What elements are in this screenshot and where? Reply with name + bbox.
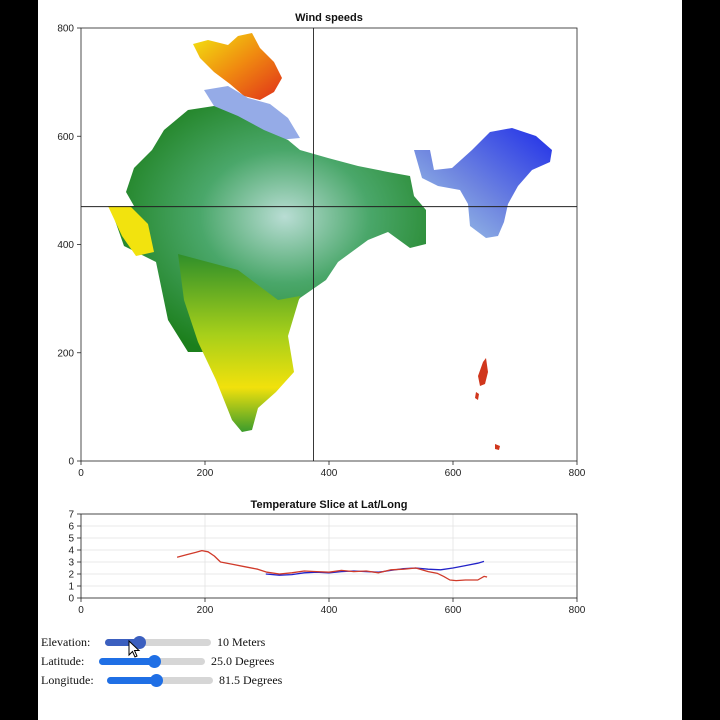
latitude-slider-thumb[interactable] — [148, 654, 162, 668]
map-x-tick-label: 600 — [445, 468, 462, 479]
elevation-control: Elevation: 10 Meters — [41, 633, 265, 651]
latitude-control: Latitude: 25.0 Degrees — [41, 652, 274, 670]
longitude-slider-fill — [107, 676, 156, 684]
line-y-tick-label: 6 — [68, 522, 74, 533]
mouse-cursor-icon — [128, 640, 141, 658]
latitude-label: Latitude: — [41, 653, 85, 668]
temperature-slice-chart: Temperature Slice at Lat/Long 0 200 400 600… — [68, 499, 585, 617]
line-x-tick-label: 0 — [78, 605, 84, 616]
map-y-tick-label: 200 — [57, 348, 74, 359]
latitude-slider[interactable] — [99, 654, 205, 668]
map-x-tick-label: 0 — [78, 468, 84, 479]
map-title: Wind speeds — [295, 12, 363, 24]
latitude-slider-fill — [99, 657, 155, 665]
map-x-tick-label: 200 — [197, 468, 214, 479]
map-x-tick-label: 400 — [321, 468, 338, 479]
line-y-tick-label: 3 — [68, 558, 74, 569]
map-region-north — [193, 33, 282, 100]
crosshair — [81, 28, 577, 461]
map-region-west — [108, 206, 154, 256]
line-series — [176, 549, 488, 582]
page-canvas: Wind speeds 0 200 400 600 800 0 200 400 600 800 T… — [38, 0, 682, 720]
line-x-tick-label: 600 — [445, 605, 462, 616]
line-x-tick-label: 800 — [569, 605, 586, 616]
wind-speed-chart: Wind speeds 0 200 400 600 800 0 200 400 600 800 — [57, 12, 585, 480]
map-y-tick-label: 400 — [57, 240, 74, 251]
longitude-slider-thumb[interactable] — [149, 673, 163, 687]
map-region-northeast — [414, 128, 552, 238]
map-region-islands — [475, 358, 500, 450]
longitude-slider[interactable] — [107, 673, 213, 687]
map-y-tick-label: 600 — [57, 132, 74, 143]
latitude-value: 25.0 Degrees — [211, 653, 275, 668]
line-y-tick-label: 0 — [68, 594, 74, 605]
line-x-tick-label: 400 — [321, 605, 338, 616]
map-y-tick-label: 0 — [68, 457, 74, 468]
series-line-0 — [265, 560, 485, 576]
map-region-south — [178, 254, 300, 432]
map-y-tick-label: 800 — [57, 24, 74, 35]
longitude-label: Longitude: — [41, 672, 94, 687]
elevation-label: Elevation: — [41, 634, 91, 649]
line-y-tick-label: 2 — [68, 570, 74, 581]
line-grid — [80, 513, 578, 599]
longitude-value: 81.5 Degrees — [219, 672, 283, 687]
elevation-slider-thumb[interactable] — [132, 635, 146, 649]
line-y-tick-label: 1 — [68, 582, 74, 593]
elevation-slider-fill — [105, 638, 139, 646]
map-x-tick-label: 800 — [569, 468, 586, 479]
line-x-tick-label: 200 — [197, 605, 214, 616]
longitude-control: Longitude: 81.5 Degrees — [41, 671, 282, 689]
india-wind-map — [108, 33, 552, 450]
map-region-himalaya — [204, 86, 300, 140]
line-y-tick-label: 4 — [68, 546, 74, 557]
elevation-value: 10 Meters — [217, 634, 266, 649]
line-y-tick-label: 5 — [68, 534, 74, 545]
line-y-tick-label: 7 — [68, 510, 74, 521]
elevation-slider[interactable] — [105, 635, 211, 649]
map-axes: 0 200 400 600 800 0 200 400 600 800 — [57, 24, 585, 480]
series-line-1 — [176, 549, 488, 582]
line-title: Temperature Slice at Lat/Long — [251, 499, 408, 511]
